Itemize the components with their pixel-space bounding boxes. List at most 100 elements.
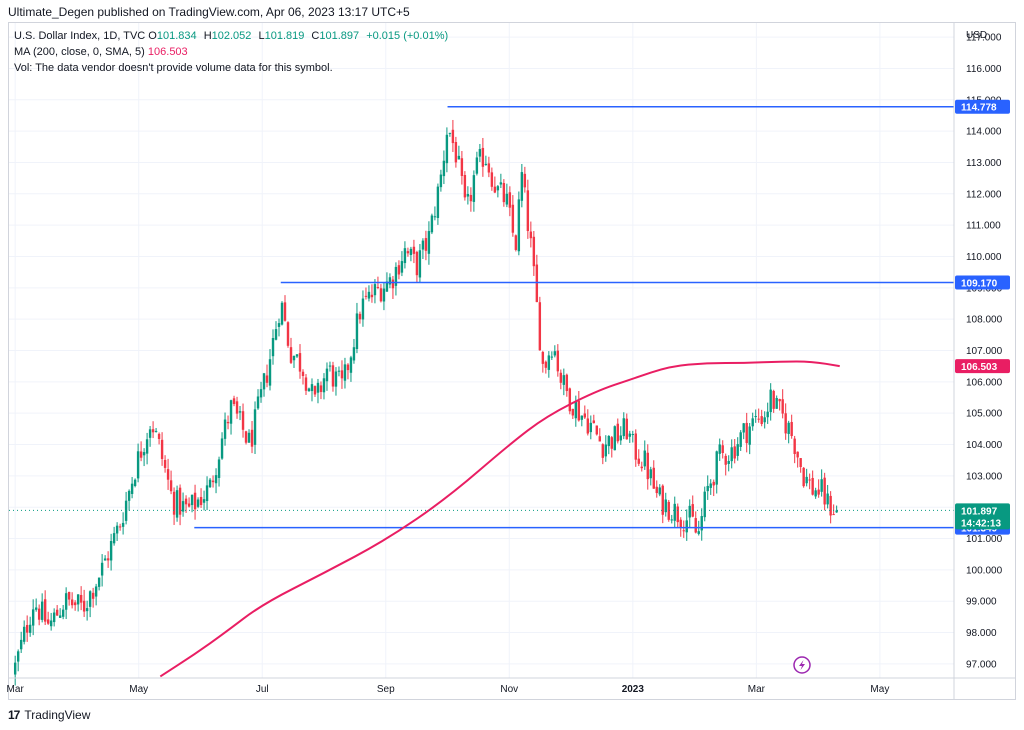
candle-body	[703, 491, 706, 518]
time-tick-label: May	[129, 684, 148, 695]
ma-200-line	[159, 360, 841, 678]
last-price-tag: 101.897	[961, 506, 998, 517]
candle-body	[67, 591, 71, 600]
grid-layer	[9, 23, 954, 678]
price-tick-label: 111.000	[966, 221, 1001, 232]
level-price-tag-bg	[955, 99, 1010, 114]
price-tick-label: 106.000	[966, 377, 1003, 388]
countdown-label: 14:42:13	[961, 518, 1001, 529]
candle-body	[262, 373, 266, 390]
candle-body	[466, 193, 470, 197]
candle-body	[700, 516, 703, 531]
candle-body	[577, 400, 581, 421]
time-tick-label: Mar	[748, 684, 766, 695]
candle-body	[325, 368, 329, 382]
low-label: L	[258, 30, 265, 42]
candle-body	[637, 458, 640, 464]
candle-body	[22, 626, 26, 642]
candle-body	[784, 413, 787, 434]
volume-note: Vol: The data vendor doesn't provide vol…	[14, 62, 333, 74]
candle-body	[208, 479, 212, 488]
candle-body	[328, 365, 332, 367]
candle-body	[832, 514, 835, 516]
lightning-icon[interactable]	[793, 656, 811, 674]
candle-body	[520, 172, 524, 201]
candle-body	[781, 399, 784, 414]
candle-body	[157, 433, 161, 439]
candle-body	[439, 174, 443, 188]
candle-body	[586, 418, 590, 434]
candle-body	[574, 402, 578, 419]
candle-body	[625, 418, 628, 440]
price-tick-label: 99.000	[966, 597, 997, 608]
candle-body	[490, 172, 494, 187]
candle-body	[790, 421, 793, 437]
candle-body	[652, 467, 655, 489]
candle-body	[196, 499, 200, 507]
candle-body	[565, 374, 569, 392]
candle-body	[802, 467, 805, 487]
candle-body	[556, 350, 560, 372]
candle-body	[46, 619, 50, 624]
candle-body	[172, 491, 176, 515]
candle-body	[202, 499, 206, 503]
candle-body	[754, 416, 757, 418]
candle-body	[523, 173, 527, 188]
candle-body	[253, 409, 257, 445]
candle-body	[382, 288, 386, 302]
candle-body	[73, 602, 77, 606]
candle-body	[178, 487, 182, 515]
candle-body	[412, 246, 416, 254]
candle-body	[622, 418, 625, 437]
candle-body	[817, 489, 820, 495]
candle-body	[436, 186, 440, 218]
candle-body	[631, 434, 634, 436]
candle-body	[175, 490, 179, 518]
candle-body	[532, 236, 536, 267]
candle-body	[163, 459, 167, 468]
candle-body	[16, 651, 20, 662]
candle-body	[37, 608, 41, 620]
candle-body	[601, 444, 604, 458]
candle-body	[124, 500, 128, 521]
candle-body	[394, 266, 398, 286]
candle-body	[118, 526, 122, 528]
legend-ma-row[interactable]: MA (200, close, 0, SMA, 5) 106.503	[14, 44, 452, 60]
candle-body	[430, 215, 434, 233]
candle-body	[346, 364, 350, 371]
candle-body	[517, 199, 521, 252]
candle-body	[244, 431, 248, 443]
candle-body	[421, 240, 425, 250]
candle-body	[211, 480, 215, 483]
candle-body	[538, 302, 542, 351]
candle-body	[595, 425, 599, 435]
chart-frame[interactable]	[8, 22, 1016, 700]
candle-body	[463, 175, 467, 198]
price-tick-label: 107.000	[966, 346, 1003, 357]
price-tick-label: 101.000	[966, 534, 1003, 545]
candle-body	[808, 479, 811, 481]
candle-body	[592, 420, 596, 424]
candle-body	[676, 506, 679, 523]
candle-body	[121, 522, 125, 527]
candle-body	[550, 356, 554, 358]
candle-body	[76, 594, 80, 605]
candle-body	[250, 429, 254, 447]
candle-body	[352, 347, 356, 361]
candle-body	[205, 485, 209, 502]
candle-body	[139, 451, 143, 458]
candle-body	[40, 601, 44, 620]
candle-body	[514, 235, 518, 250]
candle-body	[403, 248, 407, 264]
candle-body	[427, 231, 431, 254]
candle-body	[388, 277, 392, 285]
candle-body	[406, 251, 410, 254]
candle-body	[697, 531, 700, 534]
level-price-tag-bg	[955, 275, 1010, 290]
candle-body	[424, 238, 428, 251]
candle-body	[289, 347, 293, 363]
candle-body	[484, 163, 488, 166]
price-tick-label: 110.000	[966, 252, 1002, 263]
tradingview-footer[interactable]: 17 TradingView	[8, 706, 90, 724]
